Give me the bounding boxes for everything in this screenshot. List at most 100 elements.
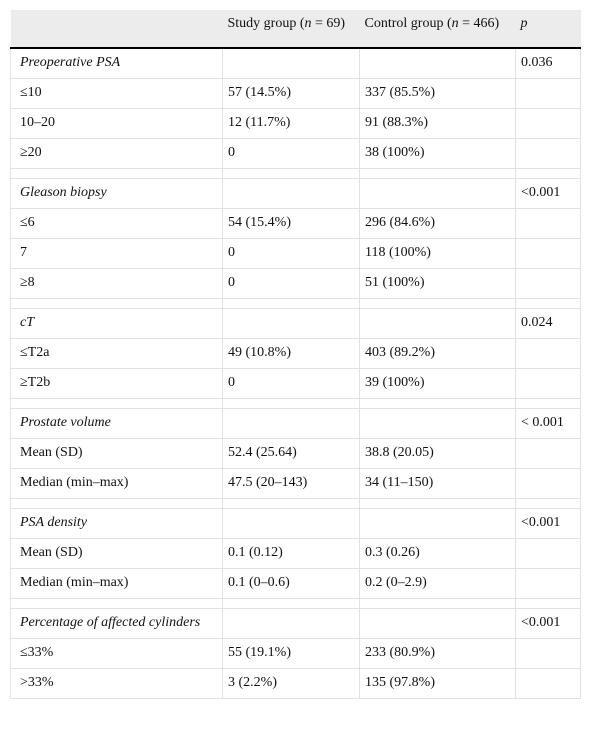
table-cell: 34 (11–150) bbox=[359, 468, 516, 499]
data-row: Median (min–max) 47.5 (20–143) 34 (11–150) bbox=[10, 468, 581, 499]
data-row: Mean (SD) 52.4 (25.64) 38.8 (20.05) bbox=[10, 438, 581, 469]
header-cell: Study group (n = 69) bbox=[222, 10, 360, 49]
cell-text: Median (min–max) bbox=[20, 475, 129, 490]
table-container: Study group (n = 69) Control group (n = … bbox=[10, 10, 581, 699]
table-cell: Gleason biopsy bbox=[10, 178, 223, 209]
table-cell bbox=[515, 468, 581, 499]
spacer-cell bbox=[359, 298, 516, 309]
table-cell bbox=[515, 268, 581, 299]
cell-text: 118 (100%) bbox=[365, 245, 431, 260]
table-cell: ≤6 bbox=[10, 208, 223, 239]
table-cell bbox=[515, 668, 581, 699]
spacer-cell bbox=[359, 598, 516, 609]
table-cell: 233 (80.9%) bbox=[359, 638, 516, 669]
table-cell bbox=[515, 338, 581, 369]
cell-text: 0 bbox=[228, 275, 235, 290]
cell-text: Median (min–max) bbox=[20, 575, 129, 590]
header-text: Study group ( bbox=[227, 16, 305, 31]
table-cell: 0.1 (0–0.6) bbox=[222, 568, 360, 599]
cell-text: 0 bbox=[228, 145, 235, 160]
cell-text: 54 (15.4%) bbox=[228, 215, 291, 230]
cell-text: 0 bbox=[228, 245, 235, 260]
table-cell: <0.001 bbox=[515, 508, 581, 539]
table-cell: Mean (SD) bbox=[10, 538, 223, 569]
cell-text: 34 (11–150) bbox=[365, 475, 434, 490]
table-cell: <0.001 bbox=[515, 178, 581, 209]
table-cell bbox=[359, 408, 516, 439]
spacer-cell bbox=[359, 498, 516, 509]
table-cell: 337 (85.5%) bbox=[359, 78, 516, 109]
table-cell: PSA density bbox=[10, 508, 223, 539]
cell-text: <0.001 bbox=[521, 185, 561, 200]
cell-text: Prostate volume bbox=[20, 415, 111, 430]
cell-text: 0 bbox=[228, 375, 235, 390]
spacer-row bbox=[10, 598, 581, 609]
spacer-cell bbox=[515, 298, 581, 309]
table-cell: ≤T2a bbox=[10, 338, 223, 369]
table-cell: 0.024 bbox=[515, 308, 581, 339]
data-row: 10–20 12 (11.7%) 91 (88.3%) bbox=[10, 108, 581, 139]
table-cell: 0 bbox=[222, 238, 360, 269]
table-cell: 38.8 (20.05) bbox=[359, 438, 516, 469]
table-cell bbox=[222, 308, 360, 339]
cell-text: 51 (100%) bbox=[365, 275, 425, 290]
cell-text: ≥20 bbox=[20, 145, 42, 160]
cell-text: cT bbox=[20, 315, 34, 330]
table-cell bbox=[359, 308, 516, 339]
cell-text: 0.2 (0–2.9) bbox=[365, 575, 427, 590]
table-cell: 49 (10.8%) bbox=[222, 338, 360, 369]
table-cell bbox=[515, 108, 581, 139]
table-cell: 91 (88.3%) bbox=[359, 108, 516, 139]
cell-text: Mean (SD) bbox=[20, 545, 83, 560]
spacer-cell bbox=[10, 398, 223, 409]
cell-text: 337 (85.5%) bbox=[365, 85, 435, 100]
spacer-cell bbox=[10, 168, 223, 179]
spacer-row bbox=[10, 298, 581, 309]
spacer-cell bbox=[359, 168, 516, 179]
header-row: Study group (n = 69) Control group (n = … bbox=[10, 10, 581, 49]
spacer-cell bbox=[10, 498, 223, 509]
table-cell bbox=[515, 438, 581, 469]
cell-text: 12 (11.7%) bbox=[228, 115, 291, 130]
data-row: >33% 3 (2.2%) 135 (97.8%) bbox=[10, 668, 581, 699]
cell-text: 7 bbox=[20, 245, 27, 260]
table-cell bbox=[515, 138, 581, 169]
header-cell bbox=[10, 10, 223, 49]
header-text: Control group ( bbox=[364, 16, 452, 31]
table-cell: ≥8 bbox=[10, 268, 223, 299]
table-cell bbox=[222, 47, 360, 79]
data-row: Median (min–max) 0.1 (0–0.6) 0.2 (0–2.9) bbox=[10, 568, 581, 599]
table-cell: 12 (11.7%) bbox=[222, 108, 360, 139]
cell-text: Percentage of affected cylinders bbox=[20, 615, 201, 630]
data-row: 7 0 118 (100%) bbox=[10, 238, 581, 269]
table-cell: Prostate volume bbox=[10, 408, 223, 439]
table-cell: 10–20 bbox=[10, 108, 223, 139]
cell-text: 38 (100%) bbox=[365, 145, 425, 160]
header-text: p bbox=[520, 16, 528, 31]
table-cell: 39 (100%) bbox=[359, 368, 516, 399]
table-cell: Percentage of affected cylinders bbox=[10, 608, 223, 639]
table-cell: 7 bbox=[10, 238, 223, 269]
spacer-row bbox=[10, 398, 581, 409]
table-cell: 0.1 (0.12) bbox=[222, 538, 360, 569]
data-row: ≤6 54 (15.4%) 296 (84.6%) bbox=[10, 208, 581, 239]
cell-text: 233 (80.9%) bbox=[365, 645, 435, 660]
data-row: ≥8 0 51 (100%) bbox=[10, 268, 581, 299]
cell-text: ≤10 bbox=[20, 85, 42, 100]
header-text: n bbox=[451, 16, 459, 31]
cell-text: Gleason biopsy bbox=[20, 185, 107, 200]
data-row: Mean (SD) 0.1 (0.12) 0.3 (0.26) bbox=[10, 538, 581, 569]
spacer-cell bbox=[515, 598, 581, 609]
table-cell bbox=[515, 78, 581, 109]
cell-text: Preoperative PSA bbox=[20, 55, 121, 70]
table-cell bbox=[222, 408, 360, 439]
table-cell bbox=[222, 508, 360, 539]
cell-text: ≥T2b bbox=[20, 375, 51, 390]
header-cell: Control group (n = 466) bbox=[359, 10, 516, 49]
cell-text: ≤T2a bbox=[20, 345, 50, 360]
table-cell: 118 (100%) bbox=[359, 238, 516, 269]
table-cell bbox=[515, 368, 581, 399]
spacer-cell bbox=[515, 398, 581, 409]
table-cell: 3 (2.2%) bbox=[222, 668, 360, 699]
header-text: = 69) bbox=[311, 16, 346, 31]
